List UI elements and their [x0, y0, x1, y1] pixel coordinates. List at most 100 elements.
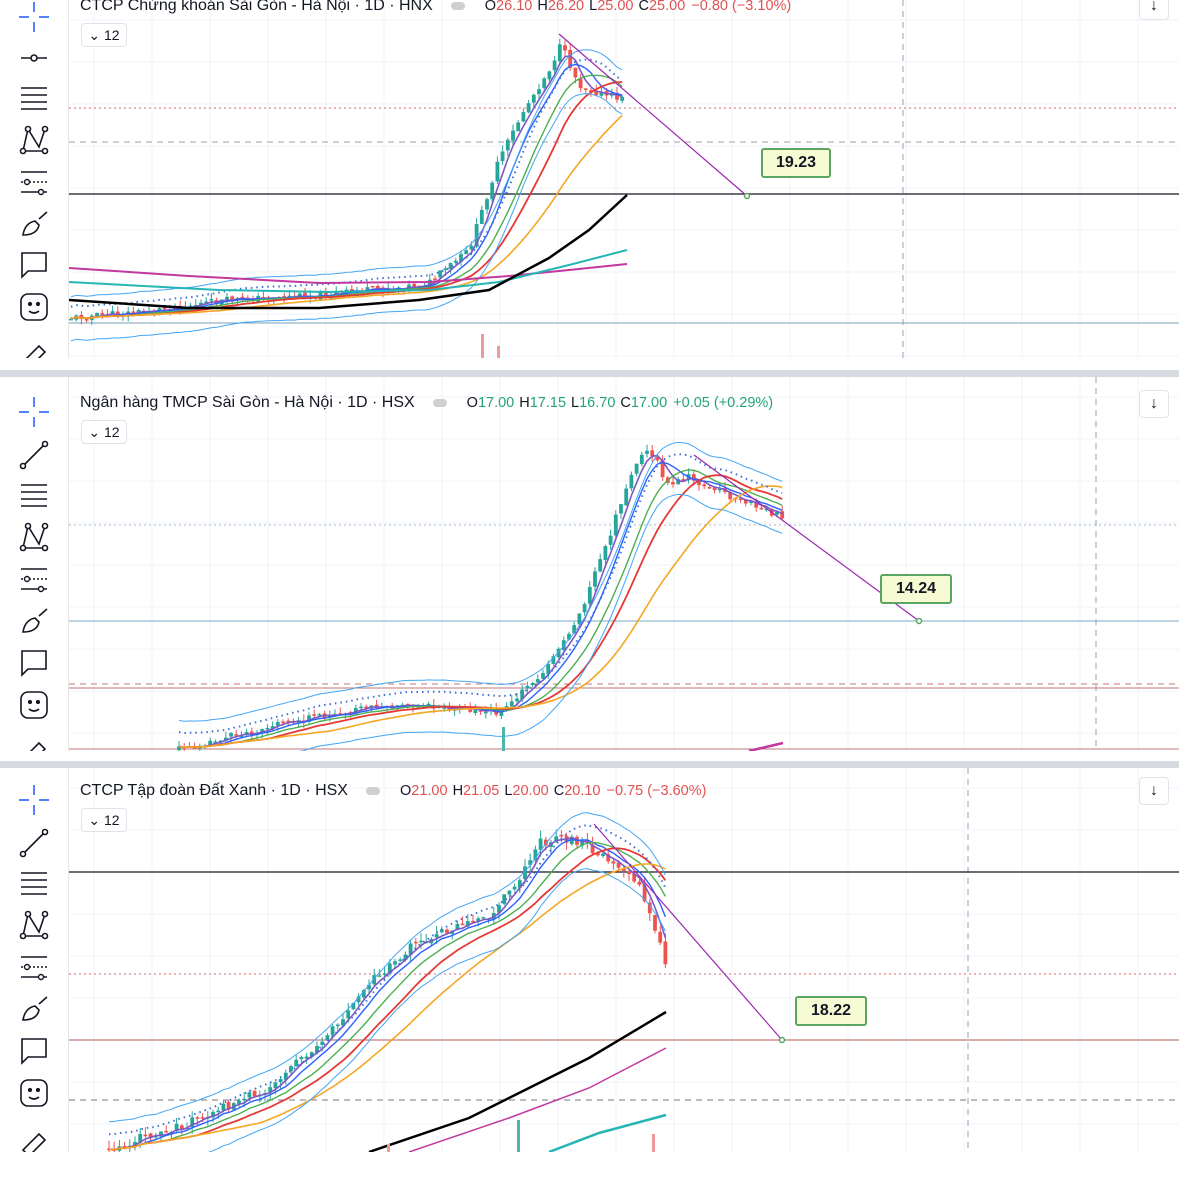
chart-panel-1: CTCP Chứng khoán Sài Gòn - Hà Nội · 1D ·… [0, 0, 1179, 358]
candle-body [474, 223, 479, 246]
moving-average-line [70, 114, 623, 320]
legend-1: CTCP Chứng khoán Sài Gòn - Hà Nội · 1D ·… [80, 0, 791, 15]
text-note-icon[interactable] [19, 648, 49, 678]
candle-body [621, 868, 626, 872]
trend-line-icon[interactable] [19, 43, 49, 73]
plot-area-3[interactable] [69, 768, 1179, 1152]
legend-3: CTCP Tập đoàn Đất Xanh · 1D · HSX O21.00 H… [80, 782, 706, 800]
candle-body [325, 1035, 330, 1041]
visibility-toggle-icon[interactable] [450, 1, 465, 10]
target-price-label[interactable]: 18.22 [795, 996, 867, 1026]
candle-body [95, 312, 99, 317]
candle-body [516, 122, 521, 132]
chart-plot-3[interactable] [69, 768, 1179, 1152]
prediction-icon[interactable] [19, 564, 49, 594]
candle-body [237, 1100, 241, 1104]
visibility-toggle-icon[interactable] [365, 786, 380, 795]
long-moving-average [748, 741, 784, 751]
pattern-icon[interactable] [19, 125, 49, 155]
indicators-collapse-button[interactable]: ⌄ 12 [81, 808, 127, 832]
download-button[interactable]: ↓ [1139, 777, 1169, 805]
candle-body [434, 933, 439, 938]
candle-body [312, 714, 317, 716]
indicators-collapse-button[interactable]: ⌄ 12 [81, 420, 127, 444]
candle-body [606, 854, 611, 862]
candle-body [412, 283, 417, 288]
candle-body [620, 96, 625, 101]
candle-body [445, 929, 449, 934]
symbol-title[interactable]: CTCP Tập đoàn Đất Xanh · 1D · HSX [80, 782, 348, 799]
candle-body [521, 112, 526, 122]
emoji-icon[interactable] [19, 292, 49, 322]
text-note-icon[interactable] [19, 250, 49, 280]
crosshair-icon[interactable] [19, 785, 49, 815]
arrow-down-icon: ↓ [1150, 782, 1158, 799]
plot-area-1[interactable] [69, 0, 1179, 358]
candle-body [375, 285, 380, 289]
candle-body [443, 268, 448, 271]
candle-body [307, 715, 311, 722]
arrow-down-icon: ↓ [1150, 395, 1158, 412]
text-note-icon[interactable] [19, 1036, 49, 1066]
chart-plot-1[interactable] [69, 0, 1179, 358]
candle-body [157, 308, 162, 311]
prediction-icon[interactable] [19, 952, 49, 982]
candle-body [642, 884, 647, 902]
symbol-title[interactable]: CTCP Chứng khoán Sài Gòn - Hà Nội · 1D ·… [80, 0, 433, 14]
pattern-icon[interactable] [19, 910, 49, 940]
moving-average-line [70, 74, 623, 320]
prediction-icon[interactable] [19, 167, 49, 197]
candle-body [691, 474, 696, 481]
symbol-title[interactable]: Ngân hàng TMCP Sài Gòn - Hà Nội · 1D · H… [80, 394, 415, 411]
candle-body [587, 586, 592, 604]
chart-plot-2[interactable] [69, 377, 1179, 751]
candle-body [627, 871, 631, 875]
download-button[interactable]: ↓ [1139, 0, 1169, 20]
trend-line-icon[interactable] [19, 828, 49, 858]
candle-body [338, 713, 343, 715]
candle-body [495, 161, 500, 182]
indicators-collapse-button[interactable]: ⌄ 12 [81, 23, 127, 47]
ruler-icon[interactable] [19, 739, 49, 751]
candle-body [608, 535, 613, 545]
ruler-icon[interactable] [19, 1130, 49, 1152]
candle-body [459, 253, 463, 262]
crosshair-icon[interactable] [19, 397, 49, 427]
candle-body [464, 250, 469, 255]
target-price-label[interactable]: 19.23 [761, 148, 831, 178]
volume-bar [652, 1134, 655, 1152]
emoji-icon[interactable] [19, 1078, 49, 1108]
emoji-icon[interactable] [19, 690, 49, 720]
candle-body [647, 902, 652, 914]
candle-body [365, 287, 370, 293]
candle-body [174, 1123, 179, 1132]
brush-icon[interactable] [19, 994, 49, 1024]
target-price-label[interactable]: 14.24 [880, 574, 952, 604]
candle-body [598, 559, 603, 572]
candle-body [754, 502, 759, 508]
visibility-toggle-icon[interactable] [432, 398, 447, 407]
projection-line [558, 33, 748, 197]
pattern-icon[interactable] [19, 522, 49, 552]
long-moving-average [548, 1113, 667, 1152]
candle-body [563, 45, 567, 51]
candle-body [528, 860, 533, 865]
brush-icon[interactable] [19, 209, 49, 239]
candle-body [275, 722, 280, 726]
candle-body [490, 182, 495, 200]
fib-retracement-icon[interactable] [19, 84, 49, 114]
download-button[interactable]: ↓ [1139, 390, 1169, 418]
candle-body [433, 278, 437, 280]
ruler-icon[interactable] [19, 342, 49, 358]
trend-line-icon[interactable] [19, 440, 49, 470]
moving-average-line [108, 863, 666, 1151]
chart-panel-3: CTCP Tập đoàn Đất Xanh · 1D · HSX O21.00 H… [0, 768, 1179, 1152]
candle-body [671, 482, 675, 485]
brush-icon[interactable] [19, 606, 49, 636]
crosshair-icon[interactable] [19, 2, 49, 32]
fib-retracement-icon[interactable] [19, 869, 49, 899]
plot-area-2[interactable] [69, 377, 1179, 751]
candle-body [764, 508, 769, 511]
long-moving-average [408, 1047, 667, 1152]
fib-retracement-icon[interactable] [19, 481, 49, 511]
